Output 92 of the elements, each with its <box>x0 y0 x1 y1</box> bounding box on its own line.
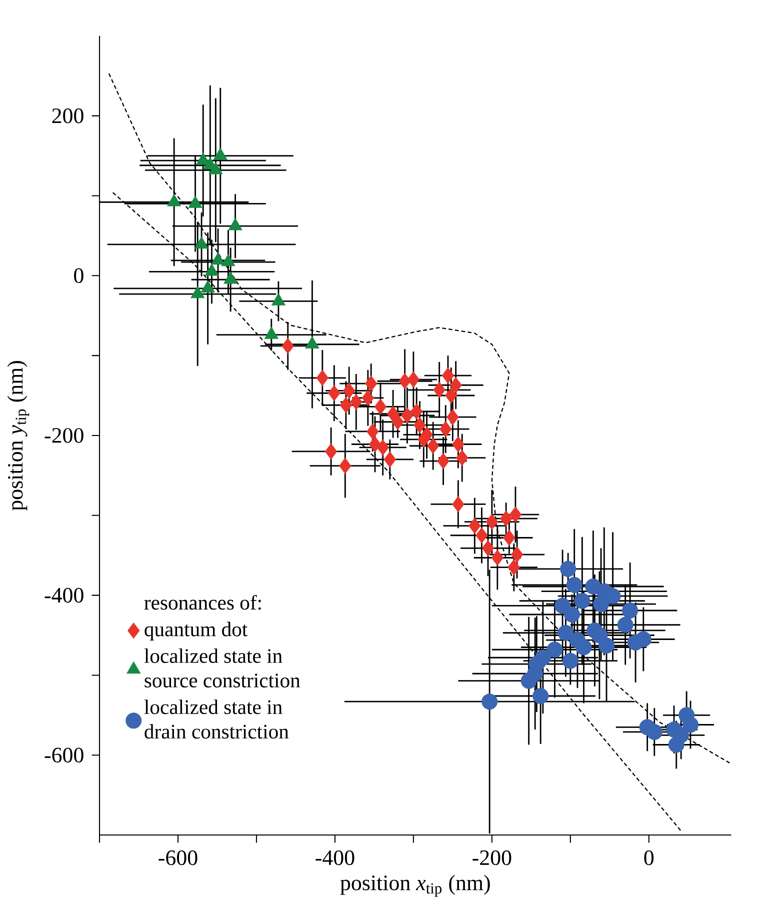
point <box>221 254 236 266</box>
point <box>456 450 468 466</box>
point <box>668 736 684 753</box>
point <box>305 336 320 348</box>
point <box>213 148 228 160</box>
point <box>437 453 450 470</box>
point <box>188 196 202 208</box>
point <box>604 588 621 604</box>
point <box>511 546 524 563</box>
point <box>646 724 662 740</box>
point <box>228 218 242 230</box>
point <box>503 530 516 546</box>
point <box>200 280 215 293</box>
y-tick-label: 200 <box>52 108 84 124</box>
x-tick-label: -200 <box>472 850 512 866</box>
point <box>374 398 387 415</box>
point <box>622 602 638 618</box>
point <box>376 439 389 456</box>
x-tick-label: 0 <box>644 850 654 866</box>
y-tick-label: -600 <box>44 748 84 763</box>
point <box>508 559 520 576</box>
point <box>211 252 226 265</box>
point <box>350 394 362 410</box>
point <box>167 194 182 206</box>
point <box>564 606 580 622</box>
point <box>442 368 454 384</box>
y-tick-label: -200 <box>44 428 84 443</box>
point <box>204 264 219 276</box>
point <box>190 286 205 298</box>
legend-label: quantum dot <box>144 622 248 641</box>
legend-label: localized state in drain constriction <box>144 700 289 739</box>
point <box>366 423 379 440</box>
point <box>328 385 340 402</box>
point <box>574 592 590 609</box>
point <box>339 458 352 474</box>
y-tick-label: -400 <box>44 588 84 603</box>
point <box>264 326 278 339</box>
point <box>546 642 563 658</box>
point <box>452 496 464 512</box>
point <box>384 451 396 468</box>
y-axis-title: position y$_{tip}$ (nm) <box>7 361 30 511</box>
point <box>628 634 644 650</box>
point <box>401 407 414 424</box>
point <box>598 638 615 654</box>
point <box>414 417 426 434</box>
point <box>427 438 440 454</box>
point <box>368 436 382 452</box>
point <box>272 293 286 306</box>
point <box>340 397 352 414</box>
x-tick-label: -400 <box>316 850 354 866</box>
legend-title: resonances of: <box>144 594 261 610</box>
point <box>476 527 488 544</box>
point <box>450 377 462 394</box>
point <box>562 652 578 669</box>
point <box>433 382 446 398</box>
point <box>224 272 238 284</box>
point <box>445 388 458 404</box>
point <box>500 510 512 527</box>
point <box>520 672 537 689</box>
point <box>617 616 634 633</box>
point <box>468 518 481 534</box>
point <box>410 404 423 420</box>
point <box>509 506 522 523</box>
point <box>365 376 378 392</box>
point <box>325 443 338 460</box>
point <box>569 632 586 648</box>
point <box>482 540 494 556</box>
point <box>446 409 459 426</box>
point <box>491 550 504 566</box>
line-series <box>108 72 732 764</box>
point <box>362 390 374 406</box>
point <box>593 596 610 612</box>
point <box>482 694 498 710</box>
x-tick-label: -600 <box>158 850 198 866</box>
point <box>392 414 404 430</box>
point <box>407 372 420 388</box>
point <box>194 236 209 249</box>
point <box>316 370 328 386</box>
point <box>558 624 574 641</box>
point <box>343 382 356 399</box>
point <box>440 421 452 438</box>
point <box>682 716 699 733</box>
point <box>398 373 411 390</box>
point <box>282 338 294 354</box>
point <box>486 514 498 530</box>
point <box>560 560 576 577</box>
point <box>532 688 549 704</box>
x-axis-title: position x$_{tip}$ (nm) <box>340 874 490 897</box>
point <box>452 436 464 452</box>
point <box>566 576 582 593</box>
y-tick-label: 0 <box>74 268 84 284</box>
point <box>208 162 223 174</box>
